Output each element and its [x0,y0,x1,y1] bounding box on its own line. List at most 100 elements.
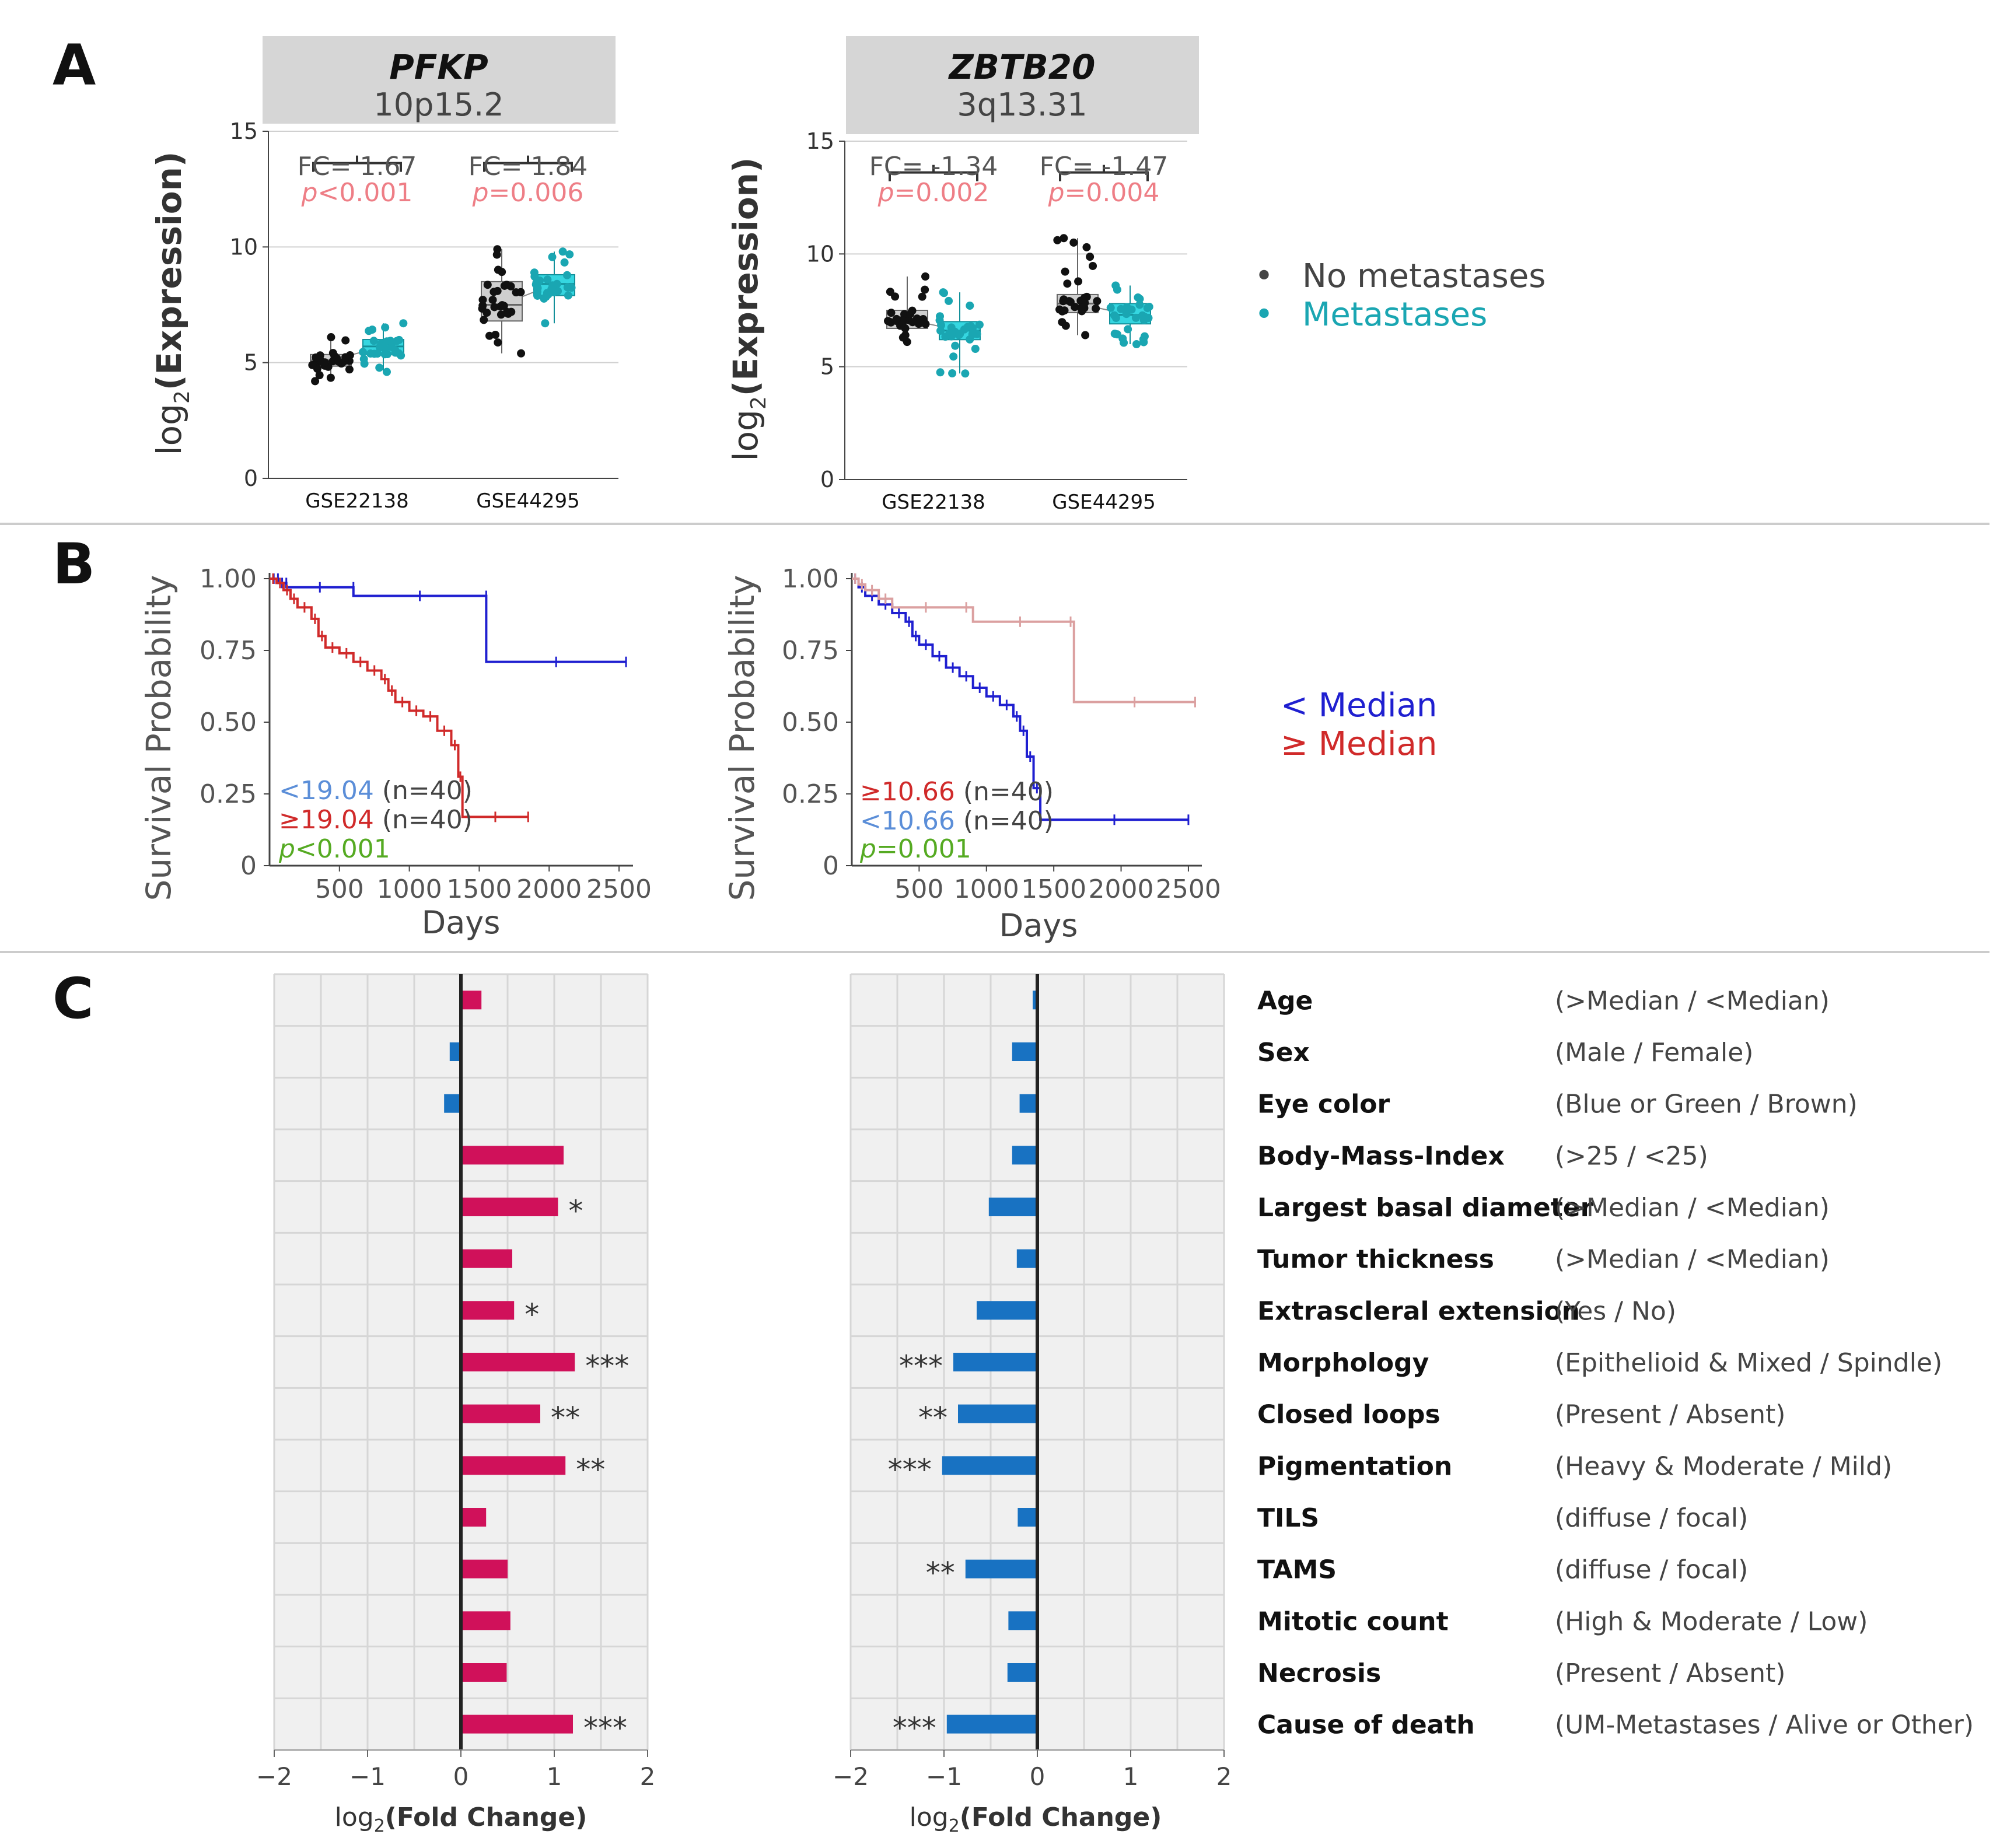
y-tick-label: 0.25 [200,779,257,809]
bar [1007,1663,1037,1682]
category-label: Cause of death [1257,1710,1475,1740]
fold-change-label: FC= 1.67 [298,152,417,181]
data-point [386,337,395,345]
x-tick-label: 0 [1030,1762,1046,1791]
y-tick-label: 5 [244,350,258,376]
data-point [1139,338,1148,346]
data-point [366,349,375,358]
data-point [541,319,550,328]
data-point [490,303,499,312]
plot-area: *************−2 −1 0 1 2 [833,973,1232,1791]
data-point [945,296,953,305]
data-point [1061,267,1069,276]
survival-curve [852,578,1195,704]
x-tick-label: 2 [1216,1762,1232,1791]
legend-item-no-metastases: No metastases [1302,257,1546,295]
bar [1012,1042,1037,1061]
data-point [1122,310,1131,318]
bar [444,1094,461,1113]
y-tick-label: 0.75 [782,636,839,666]
x-tick-label: −2 [833,1762,869,1791]
data-point [908,306,917,315]
fold-change-chart-2: *************−2 −1 0 1 2 log2(Fold Change) [833,973,1232,1836]
p-value-label: p=0.006 [472,178,584,208]
data-point [1135,295,1144,303]
bar [1018,1508,1037,1527]
bar [449,1042,461,1061]
category-label: TAMS [1257,1555,1337,1585]
data-point [334,357,343,366]
comparison-label: (Heavy & Moderate / Mild) [1555,1451,1892,1481]
data-point [971,345,980,354]
data-point [517,349,526,358]
y-axis-title: log2(Expression) [726,158,771,461]
y-tick-label: 15 [230,118,258,144]
fold-change-label: FC= -1.34 [869,152,998,181]
x-tick-label: GSE22138 [882,491,985,514]
y-tick-label: 5 [820,354,834,380]
data-point [494,338,502,347]
data-point [499,302,508,310]
gene-name: ZBTB20 [948,47,1096,87]
data-point [1110,330,1119,338]
data-point [921,320,930,328]
bar [461,1146,564,1165]
x-tick-label: 0 [453,1762,469,1791]
category-label: Extrascleral extension [1257,1296,1580,1326]
fold-change-label: FC= 1.84 [468,152,588,181]
data-point [898,333,907,342]
data-point [543,275,552,284]
data-point [955,330,964,339]
bar [461,1456,566,1475]
data-point [1080,293,1089,302]
group-annotation: ≥10.66 (n=40) [860,777,1054,807]
bar [977,1301,1037,1320]
x-tick-label: GSE44295 [1052,491,1156,514]
p-value-annotation: p=0.001 [859,834,971,864]
x-tick-label: 2500 [1156,874,1221,904]
data-point [494,265,502,274]
data-point [488,296,497,304]
data-point [937,321,946,330]
significance-stars: *** [585,1349,629,1383]
y-tick-label: 0 [244,466,258,491]
gene-name: PFKP [389,47,488,87]
gene-locus: 3q13.31 [957,86,1087,123]
data-point [383,368,391,376]
plot-area: 0 5 10 15 [230,118,618,491]
data-point [1081,331,1090,340]
x-tick-label: −2 [256,1762,292,1791]
x-tick-label: 1 [1123,1762,1139,1791]
legend-metastases: • No metastases • Metastases [1254,257,1546,334]
significance-stars: ** [551,1401,580,1435]
data-point [326,373,335,382]
panel-label-b: B [53,531,95,597]
fold-change-chart-1: ************−2 −1 0 1 2 log2(Fold Change) [256,973,655,1836]
y-tick-label: 0.50 [782,708,839,737]
comparison-label: (UM-Metastases / Alive or Other) [1555,1710,1974,1740]
data-point [1123,303,1131,312]
bar [461,991,482,1010]
data-point [940,289,949,298]
data-point [311,377,320,386]
data-point [564,291,572,300]
bar [958,1404,1037,1423]
significance-stars: ** [918,1401,947,1435]
data-point [483,281,492,289]
comparison-label: (diffuse / focal) [1555,1555,1748,1585]
x-axis-title: Days [422,904,501,941]
y-tick-label: 10 [230,234,258,260]
comparison-label: (High & Moderate / Low) [1555,1606,1868,1636]
significance-bracket [312,162,402,172]
plot-area: ************−2 −1 0 1 2 [256,973,655,1791]
comparison-label: (>Median / <Median) [1555,1193,1830,1223]
survival-chart-2: Survival Probability 0 0.25 0.50 0.75 1.00 50… [722,564,1221,944]
data-point [381,323,390,332]
data-point [941,332,950,341]
legend-median: < Median ≥ Median [1281,687,1437,763]
data-point [1063,279,1072,288]
x-tick-label: 500 [315,874,364,904]
plot-area: 0 0.25 0.50 0.75 1.00 500 1000 1500 2000 2500 [200,564,652,904]
data-point [1131,313,1140,322]
data-point [1135,300,1144,309]
